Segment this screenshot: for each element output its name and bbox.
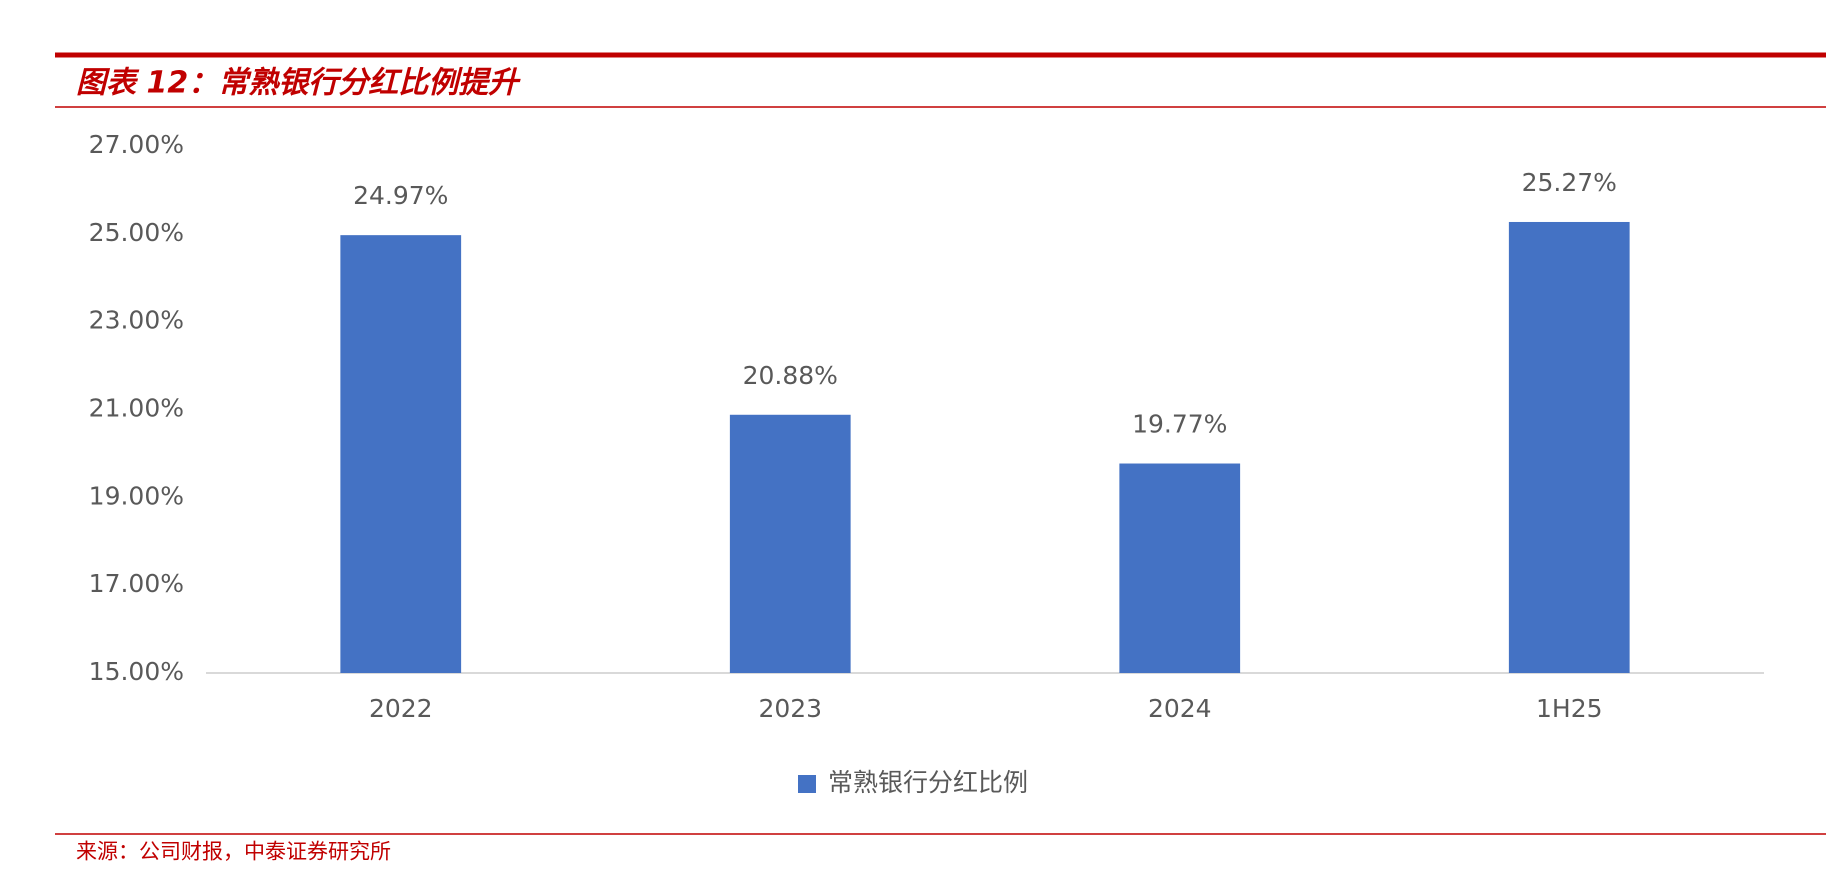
y-tick-label: 27.00% (89, 130, 184, 159)
bar (1508, 221, 1630, 673)
source-note: 来源：公司财报，中泰证券研究所 (76, 840, 391, 864)
x-tick-label: 2022 (369, 694, 433, 723)
x-tick-label: 2023 (758, 694, 822, 723)
x-tick-label: 2024 (1148, 694, 1212, 723)
y-tick-label: 19.00% (89, 481, 184, 510)
legend-label: 常熟银行分红比例 (828, 768, 1028, 797)
y-tick-label: 21.00% (89, 394, 184, 423)
bar (340, 235, 462, 674)
data-label: 20.88% (743, 361, 838, 390)
chart-title: 图表 12：常熟银行分红比例提升 (76, 66, 521, 101)
legend-swatch (798, 775, 816, 793)
y-tick-label: 23.00% (89, 306, 184, 335)
y-tick-label: 17.00% (89, 569, 184, 598)
data-label: 24.97% (353, 181, 448, 210)
data-label: 19.77% (1132, 410, 1227, 439)
bar (1119, 463, 1241, 673)
bar (729, 414, 851, 673)
data-label: 25.27% (1522, 168, 1617, 197)
y-tick-label: 15.00% (89, 657, 184, 686)
x-tick-label: 1H25 (1536, 694, 1603, 723)
y-tick-label: 25.00% (89, 218, 184, 247)
